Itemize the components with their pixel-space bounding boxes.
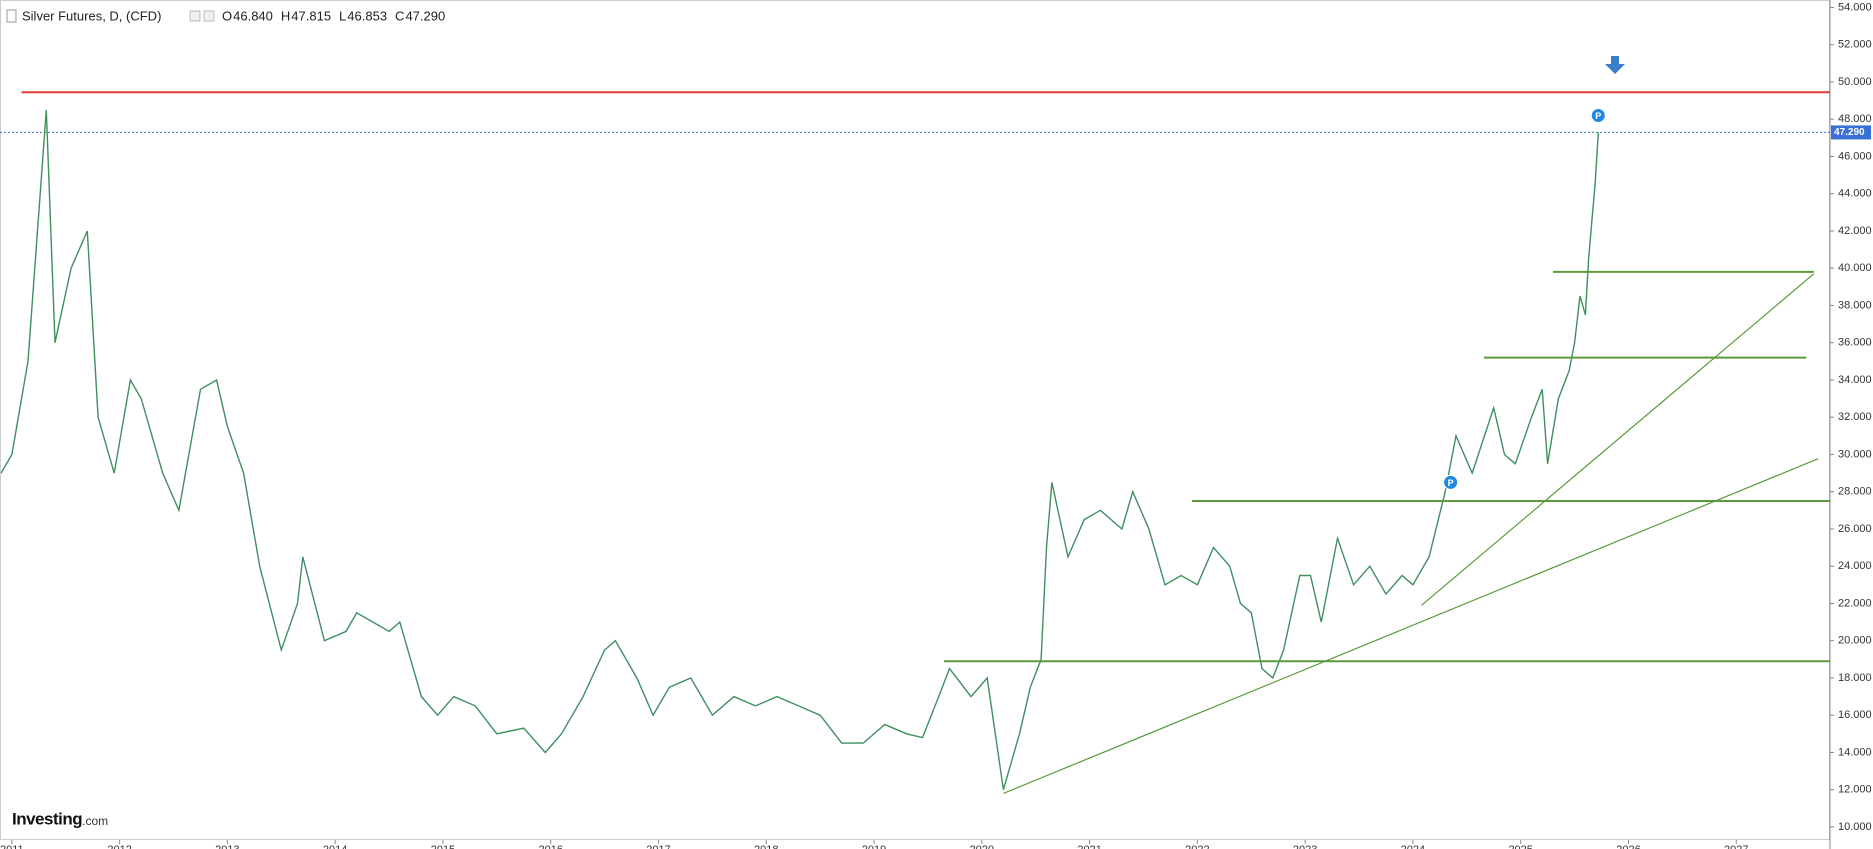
x-tick-label: 2022: [1185, 844, 1209, 849]
y-tick-label: 30.000: [1838, 448, 1872, 460]
plot-frame: [0, 0, 1830, 840]
x-tick-label: 2019: [862, 844, 886, 849]
x-tick-label: 2025: [1508, 844, 1532, 849]
icon[interactable]: [203, 10, 215, 22]
y-tick-label: 22.000: [1838, 597, 1872, 609]
x-tick-label: 2014: [323, 844, 347, 849]
x-tick-label: 2018: [754, 844, 778, 849]
trend-line: [1421, 273, 1815, 606]
y-tick-label: 16.000: [1838, 709, 1872, 721]
down-arrow: [1605, 56, 1625, 74]
y-tick-label: 36.000: [1838, 337, 1872, 349]
y-tick-label: 14.000: [1838, 746, 1872, 758]
ohlc-value: 47.290: [405, 8, 445, 23]
marker-label: P: [1448, 478, 1454, 488]
x-tick-label: 2013: [215, 844, 239, 849]
marker: [1590, 107, 1606, 123]
y-tick-label: 28.000: [1838, 486, 1872, 498]
x-tick-label: 2023: [1293, 844, 1317, 849]
y-tick-label: 12.000: [1838, 784, 1872, 796]
y-tick-label: 42.000: [1838, 225, 1872, 237]
menu-icon[interactable]: [6, 9, 17, 23]
icon[interactable]: [189, 10, 201, 22]
y-tick-label: 46.000: [1838, 150, 1872, 162]
y-tick-label: 44.000: [1838, 188, 1872, 200]
logo-suffix: .com: [82, 814, 108, 828]
y-tick-label: 54.000: [1838, 1, 1872, 13]
y-tick-label: 32.000: [1838, 411, 1872, 423]
x-tick-label: 2016: [538, 844, 562, 849]
x-tick-label: 2015: [431, 844, 455, 849]
x-tick-label: 2021: [1077, 844, 1101, 849]
y-tick-label: 48.000: [1838, 113, 1872, 125]
trend-line: [1003, 458, 1819, 794]
marker-label: P: [1595, 111, 1601, 121]
ohlc-name: C: [395, 8, 404, 23]
ohlc-value: 46.853: [347, 8, 387, 23]
x-tick-label: 2026: [1616, 844, 1640, 849]
ohlc-value: 47.815: [291, 8, 331, 23]
ohlc-name: H: [281, 8, 290, 23]
last-price-tag: [1831, 125, 1871, 140]
y-tick-label: 20.000: [1838, 635, 1872, 647]
y-tick-label: 26.000: [1838, 523, 1872, 535]
symbol-title: Silver Futures, D, (CFD): [22, 8, 161, 23]
last-price-label: 47.290: [1834, 127, 1865, 138]
y-tick-label: 52.000: [1838, 39, 1872, 51]
x-tick-label: 2012: [107, 844, 131, 849]
price-line: [0, 109, 1599, 790]
x-tick-label: 2024: [1401, 844, 1425, 849]
x-tick-label: 2011: [0, 844, 24, 849]
x-tick-label: 2020: [970, 844, 994, 849]
ohlc-value: 46.840: [233, 8, 273, 23]
logo: Investing: [12, 809, 82, 828]
x-tick-label: 2017: [646, 844, 670, 849]
y-tick-label: 34.000: [1838, 374, 1872, 386]
y-tick-label: 24.000: [1838, 560, 1872, 572]
ohlc-name: L: [339, 8, 346, 23]
marker: [1443, 474, 1459, 490]
y-tick-label: 18.000: [1838, 672, 1872, 684]
ohlc-name: O: [222, 8, 232, 23]
y-tick-label: 40.000: [1838, 262, 1872, 274]
y-tick-label: 38.000: [1838, 299, 1872, 311]
y-tick-label: 10.000: [1838, 821, 1872, 833]
header: Silver Futures, D, (CFD): [6, 8, 215, 23]
x-tick-label: 2027: [1724, 844, 1748, 849]
y-tick-label: 50.000: [1838, 76, 1872, 88]
